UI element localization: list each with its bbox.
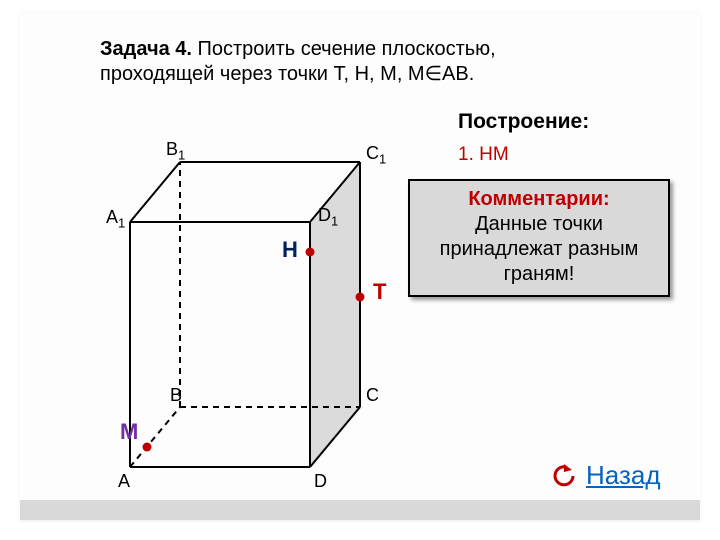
footer-bar [20, 500, 700, 520]
construction-step-1[interactable]: 1. НМ [458, 144, 509, 166]
comment-line1: Данные точки [414, 212, 664, 237]
label-C1: C1 [366, 143, 386, 167]
comment-line3: граням! [414, 262, 664, 287]
edge-A1B1 [130, 162, 180, 222]
problem-text: Задача 4. Построить сечение плоскостью, … [100, 37, 580, 87]
label-B1: B1 [166, 139, 185, 163]
comment-line2: принадлежат разным [414, 237, 664, 262]
problem-line1: Построить сечение плоскостью, [192, 38, 496, 60]
point-H-dot [306, 248, 315, 257]
problem-line2: проходящей через точки Т, Н, М, М∈АВ. [100, 63, 474, 85]
label-D: D [314, 471, 327, 492]
back-link[interactable]: Назад [550, 460, 661, 491]
slide-frame: Задача 4. Построить сечение плоскостью, … [20, 12, 700, 520]
label-M: М [120, 419, 138, 445]
comment-header: Комментарии: [414, 187, 664, 212]
label-T: Т [373, 279, 386, 305]
cube-diagram: A B C D A1 B1 C1 D1 М Н Т [90, 127, 410, 497]
comment-box: Комментарии: Данные точки принадлежат ра… [408, 179, 670, 297]
label-B: B [170, 385, 182, 406]
label-H: Н [282, 237, 298, 263]
label-D1: D1 [318, 205, 338, 229]
label-C: C [366, 385, 379, 406]
label-A: A [118, 471, 130, 492]
point-T-dot [356, 293, 365, 302]
construction-title: Построение: [458, 110, 589, 134]
back-arrow-icon [550, 462, 578, 490]
back-label: Назад [586, 460, 661, 491]
point-M-dot [143, 443, 152, 452]
label-A1: A1 [106, 207, 125, 231]
problem-label: Задача 4. [100, 38, 192, 60]
